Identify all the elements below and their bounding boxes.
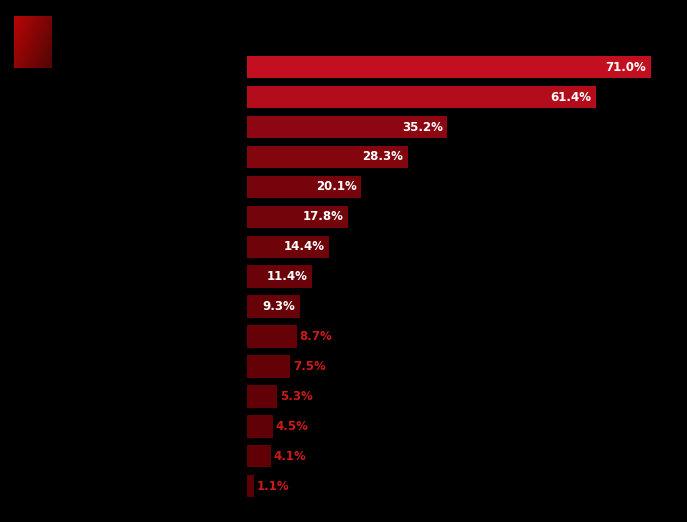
Text: 17.8%: 17.8% bbox=[303, 210, 344, 223]
Text: 8.7%: 8.7% bbox=[300, 330, 333, 343]
Bar bbox=[247, 415, 273, 437]
Text: 1.1%: 1.1% bbox=[256, 480, 289, 493]
Bar bbox=[247, 445, 271, 468]
Bar bbox=[247, 475, 254, 497]
Text: 28.3%: 28.3% bbox=[363, 150, 403, 163]
Text: 7.5%: 7.5% bbox=[293, 360, 326, 373]
Bar bbox=[247, 206, 348, 228]
Text: 20.1%: 20.1% bbox=[316, 181, 357, 193]
Text: 4.5%: 4.5% bbox=[275, 420, 308, 433]
Bar bbox=[247, 385, 278, 408]
Bar bbox=[247, 325, 297, 348]
Text: 5.3%: 5.3% bbox=[280, 390, 313, 403]
Bar bbox=[247, 116, 447, 138]
Text: 11.4%: 11.4% bbox=[267, 270, 308, 283]
Bar bbox=[247, 86, 596, 109]
Bar bbox=[247, 56, 651, 78]
Text: 71.0%: 71.0% bbox=[605, 61, 646, 74]
Text: 14.4%: 14.4% bbox=[284, 240, 324, 253]
Bar bbox=[247, 295, 300, 318]
Text: 61.4%: 61.4% bbox=[550, 91, 592, 103]
Bar bbox=[247, 355, 290, 378]
Bar bbox=[247, 175, 361, 198]
Bar bbox=[247, 266, 312, 288]
Text: 35.2%: 35.2% bbox=[402, 121, 442, 134]
Text: 9.3%: 9.3% bbox=[263, 300, 295, 313]
Bar bbox=[247, 235, 329, 258]
Text: 4.1%: 4.1% bbox=[273, 450, 306, 462]
Bar bbox=[247, 146, 408, 168]
